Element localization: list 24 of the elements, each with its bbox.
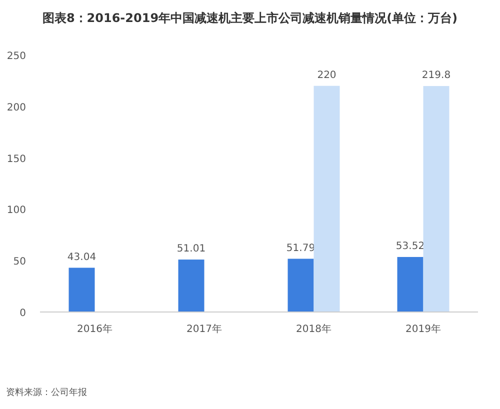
data-label: 219.8 bbox=[422, 70, 451, 82]
bar bbox=[288, 258, 314, 312]
data-label: 51.79 bbox=[286, 242, 316, 254]
data-label: 220 bbox=[317, 70, 336, 81]
bar bbox=[397, 256, 424, 312]
y-tick-label: 0 bbox=[20, 308, 26, 319]
y-tick-label: 250 bbox=[6, 51, 26, 62]
chart-title: 图表8：2016-2019年中国减速机主要上市公司减速机销量情况(单位：万台) bbox=[42, 11, 458, 25]
y-tick-label: 200 bbox=[6, 102, 26, 114]
x-tick-label: 2018年 bbox=[296, 323, 332, 335]
data-label: 51.01 bbox=[176, 244, 206, 255]
data-label: 43.04 bbox=[67, 252, 96, 263]
y-tick-label: 100 bbox=[6, 205, 26, 216]
text: 资料来源：公司年报 bbox=[6, 387, 87, 398]
bar bbox=[314, 86, 340, 312]
y-tick-label: 150 bbox=[6, 154, 26, 165]
y-tick-label: 50 bbox=[13, 256, 26, 268]
bar bbox=[178, 260, 204, 312]
bar bbox=[423, 86, 450, 312]
data-label: 53.52 bbox=[396, 240, 425, 252]
x-tick-label: 2019年 bbox=[406, 323, 441, 335]
x-tick-label: 2016年 bbox=[77, 323, 112, 335]
bar bbox=[68, 268, 95, 312]
x-tick-label: 2017年 bbox=[186, 323, 222, 335]
